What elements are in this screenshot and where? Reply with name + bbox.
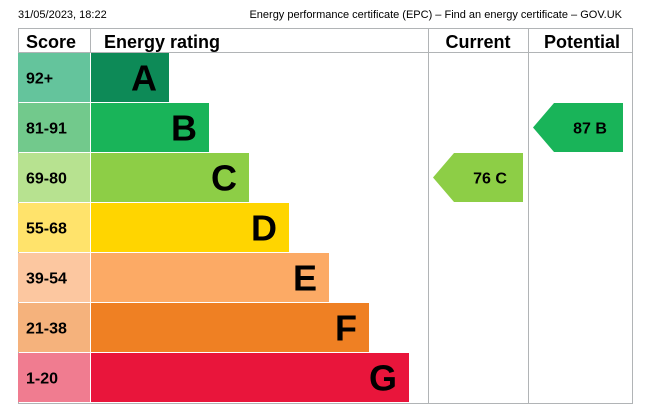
score-range-label: 55-68 xyxy=(26,221,67,238)
score-column-header: Score xyxy=(26,32,76,52)
band-letter: D xyxy=(251,208,277,249)
score-range-label: 92+ xyxy=(26,71,53,88)
current-rating-label: 76 C xyxy=(473,171,507,188)
band-letter: F xyxy=(335,308,357,349)
potential-rating-arrow xyxy=(533,103,623,152)
rating-bands: 92+ A 81-91 B 69-80 C 55-68 D 39-54 E 21-38 F 1-20 G xyxy=(18,53,409,402)
current-rating-arrow xyxy=(433,153,523,202)
energy-rating-column-header: Energy rating xyxy=(104,32,220,52)
print-timestamp: 31/05/2023, 18:22 xyxy=(18,9,107,21)
band-bar-c xyxy=(91,153,249,202)
band-letter: G xyxy=(369,358,397,399)
score-range-label: 81-91 xyxy=(26,121,67,138)
potential-rating-label: 87 B xyxy=(573,121,607,138)
band-letter: B xyxy=(171,108,197,149)
score-range-label: 39-54 xyxy=(26,271,67,288)
score-cell-a xyxy=(18,53,90,102)
band-bar-a xyxy=(91,53,169,102)
band-bar-b xyxy=(91,103,209,152)
score-cell-e xyxy=(18,253,90,302)
score-cell-g xyxy=(18,353,90,402)
score-cell-f xyxy=(18,303,90,352)
print-page-title: Energy performance certificate (EPC) – F… xyxy=(249,9,622,21)
score-range-label: 69-80 xyxy=(26,171,67,188)
rating-markers: 76 C 87 B xyxy=(433,103,623,202)
band-letter: E xyxy=(293,258,317,299)
score-range-label: 1-20 xyxy=(26,371,58,388)
band-bar-e xyxy=(91,253,329,302)
band-bar-g xyxy=(91,353,409,402)
score-cell-c xyxy=(18,153,90,202)
band-bar-f xyxy=(91,303,369,352)
score-cell-d xyxy=(18,203,90,252)
potential-column-header: Potential xyxy=(544,32,620,52)
band-letter: A xyxy=(131,58,157,99)
score-cell-b xyxy=(18,103,90,152)
band-letter: C xyxy=(211,158,237,199)
band-bar-d xyxy=(91,203,289,252)
score-range-label: 21-38 xyxy=(26,321,67,338)
browser-print-header: 31/05/2023, 18:22 Energy performance cer… xyxy=(0,0,664,28)
current-column-header: Current xyxy=(445,32,510,52)
